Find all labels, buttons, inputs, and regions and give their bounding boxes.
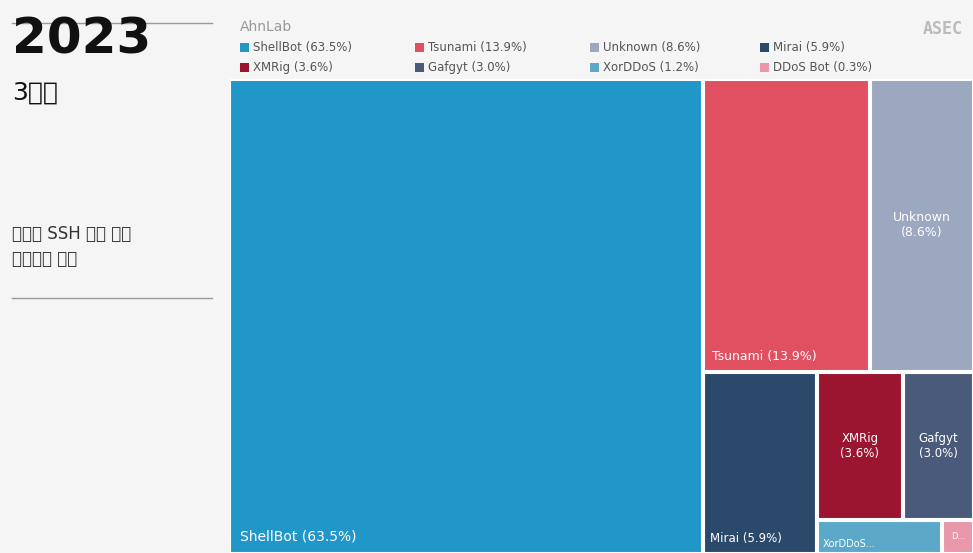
Text: XMRig
(3.6%): XMRig (3.6%) bbox=[841, 431, 880, 460]
Text: 2023: 2023 bbox=[12, 15, 151, 63]
Text: ShellBot (63.5%): ShellBot (63.5%) bbox=[253, 41, 352, 54]
Bar bbox=[230, 80, 702, 553]
Text: D...: D... bbox=[951, 533, 965, 541]
Bar bbox=[240, 63, 249, 72]
Bar bbox=[415, 43, 424, 52]
Text: DDoS Bot (0.3%): DDoS Bot (0.3%) bbox=[773, 61, 872, 74]
Bar bbox=[904, 373, 973, 519]
Bar bbox=[760, 43, 769, 52]
Bar bbox=[818, 520, 941, 553]
Bar bbox=[415, 63, 424, 72]
Text: ShellBot (63.5%): ShellBot (63.5%) bbox=[240, 529, 356, 543]
Bar bbox=[818, 373, 902, 519]
Text: AhnLab: AhnLab bbox=[240, 20, 292, 34]
Text: XMRig (3.6%): XMRig (3.6%) bbox=[253, 61, 333, 74]
Bar bbox=[871, 80, 973, 371]
Text: Unknown (8.6%): Unknown (8.6%) bbox=[603, 41, 701, 54]
Text: Unknown
(8.6%): Unknown (8.6%) bbox=[893, 211, 951, 239]
Text: XorDDoS (1.2%): XorDDoS (1.2%) bbox=[603, 61, 699, 74]
Bar bbox=[703, 80, 869, 371]
Text: Gafgyt (3.0%): Gafgyt (3.0%) bbox=[428, 61, 511, 74]
Text: Tsunami (13.9%): Tsunami (13.9%) bbox=[712, 349, 816, 363]
Bar bbox=[703, 373, 816, 553]
Text: Mirai (5.9%): Mirai (5.9%) bbox=[773, 41, 845, 54]
Bar bbox=[590, 63, 599, 72]
Bar bbox=[240, 43, 249, 52]
Text: ASEC: ASEC bbox=[923, 20, 963, 38]
Bar bbox=[760, 63, 769, 72]
Text: XorDDoS...: XorDDoS... bbox=[822, 539, 875, 549]
Text: Mirai (5.9%): Mirai (5.9%) bbox=[710, 532, 781, 545]
Text: Gafgyt
(3.0%): Gafgyt (3.0%) bbox=[919, 431, 958, 460]
Bar bbox=[943, 520, 973, 553]
Text: 악성코드 분류: 악성코드 분류 bbox=[12, 250, 77, 268]
Text: 리눅스 SSH 서버 대상: 리눅스 SSH 서버 대상 bbox=[12, 225, 131, 243]
Text: 3분기: 3분기 bbox=[12, 81, 57, 105]
Bar bbox=[590, 43, 599, 52]
Text: Tsunami (13.9%): Tsunami (13.9%) bbox=[428, 41, 526, 54]
